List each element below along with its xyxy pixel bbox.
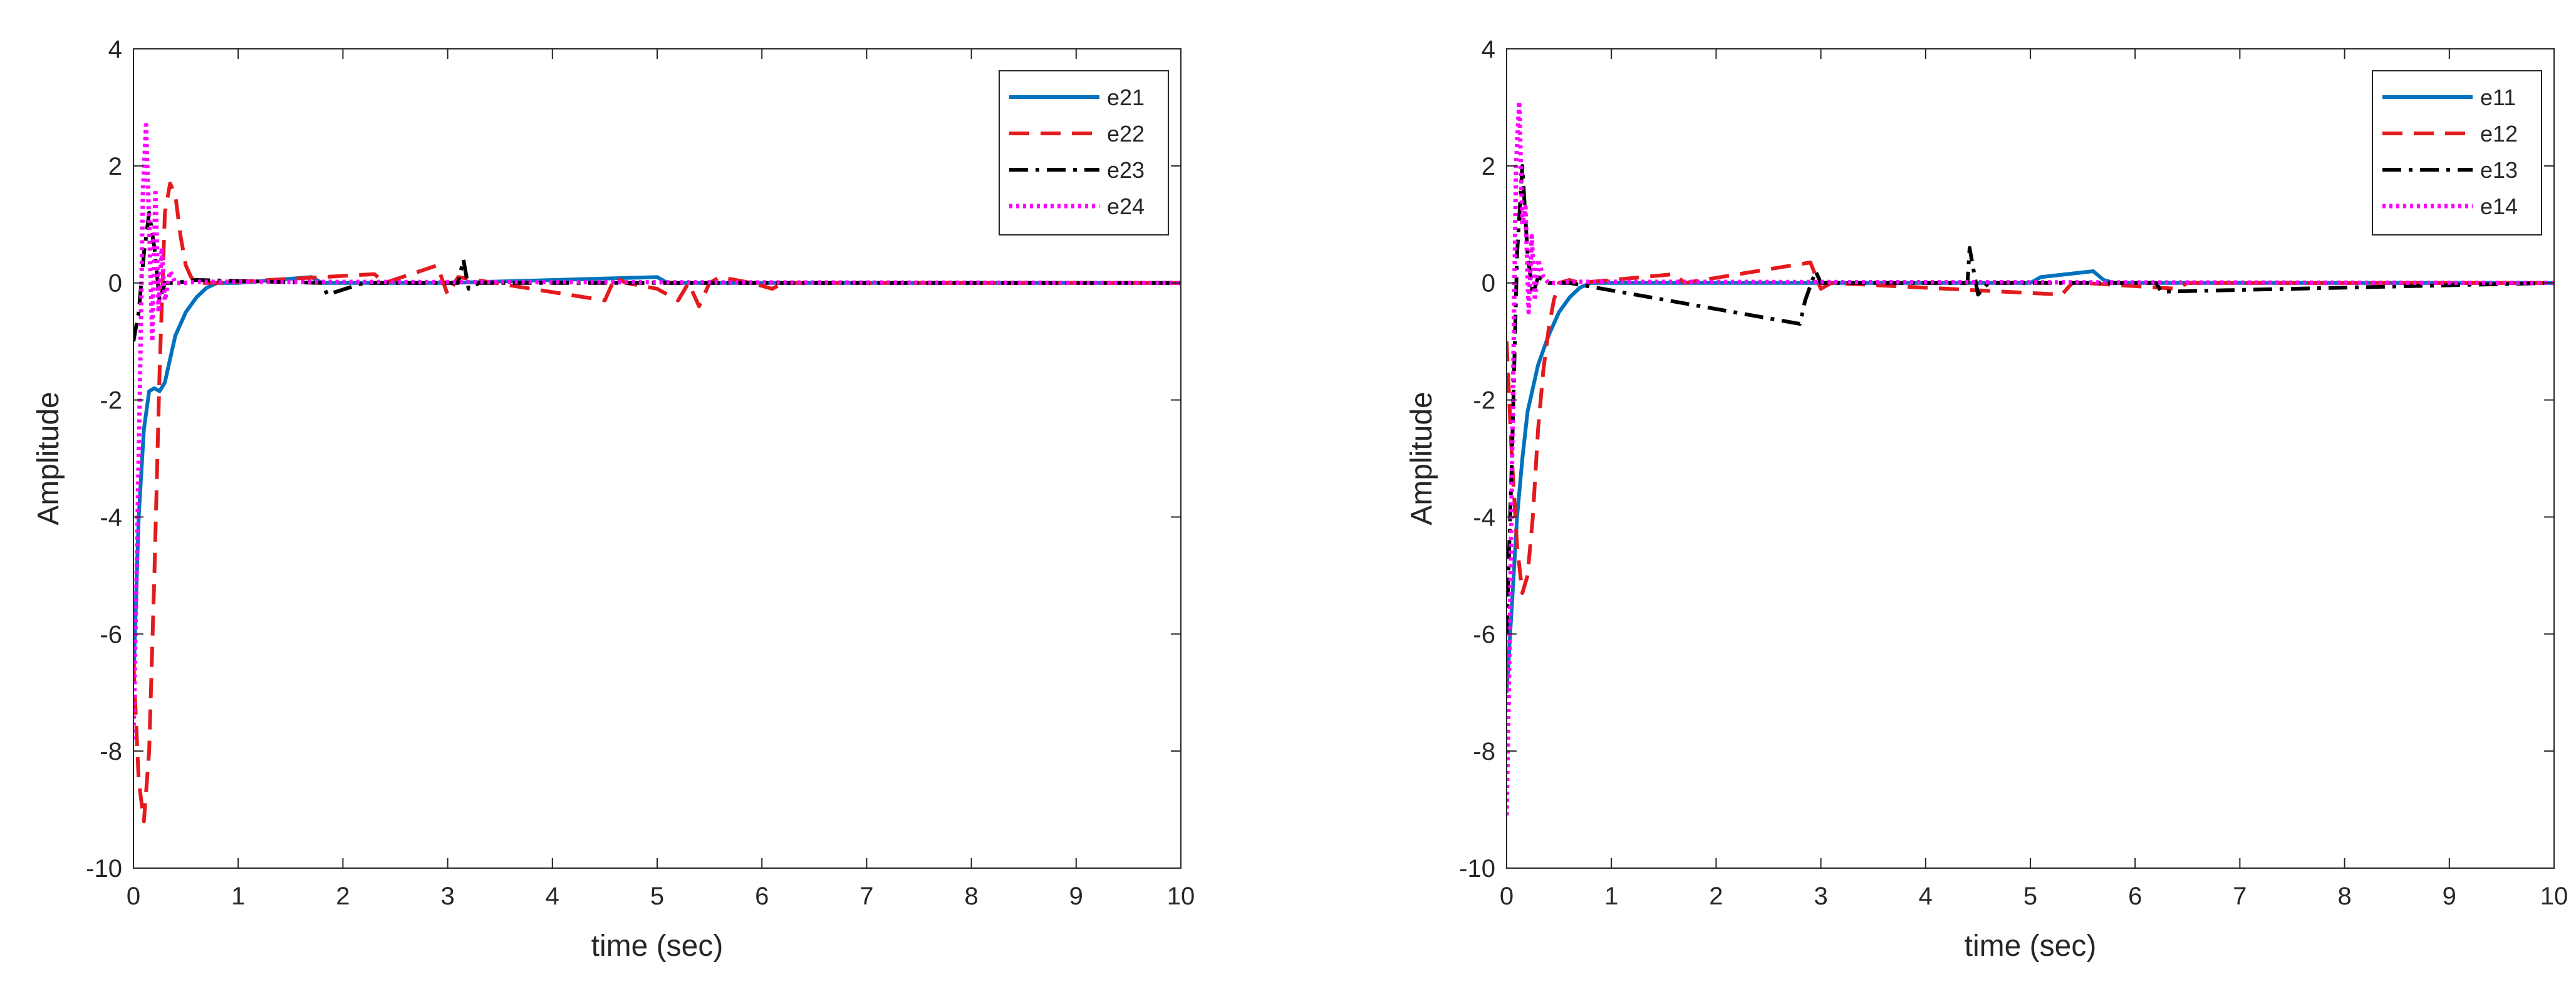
x-axis-label: time (sec) [1965, 929, 2097, 963]
x-axis-label: time (sec) [591, 929, 724, 963]
legend-label-e12: e12 [2480, 121, 2518, 147]
x-tick-label: 8 [2337, 883, 2351, 910]
y-tick-label: 4 [108, 36, 122, 63]
series-line-e12 [1507, 261, 2554, 595]
x-tick-label: 1 [231, 883, 245, 910]
series-line-e22 [133, 181, 1181, 824]
x-tick-label: 1 [1604, 883, 1618, 910]
y-tick-label: -4 [1473, 504, 1495, 531]
chart-panel-2: 0 1 2 3 4 5 6 7 8 9 10 -10 -8 -6 -4 -2 0 2 4 time (sec) Ampl… [1405, 36, 2568, 963]
legend-label-e24: e24 [1107, 194, 1145, 219]
y-axis-label: Amplitude [1405, 391, 1438, 525]
legend: e11 e12 e13 e14 [2372, 70, 2542, 236]
legend-label-e13: e13 [2480, 157, 2518, 183]
y-tick-label: 2 [1482, 153, 1495, 180]
x-tick-label: 5 [2023, 883, 2037, 910]
x-tick-label: 0 [1500, 883, 1514, 910]
x-tick-label: 10 [1167, 883, 1195, 910]
x-tick-label: 3 [1814, 883, 1827, 910]
x-tick-label: 0 [127, 883, 140, 910]
legend: e21 e22 e23 e24 [999, 70, 1169, 236]
y-tick-label: 4 [1482, 36, 1495, 63]
y-tick-label: 0 [1482, 270, 1495, 298]
series-line-e21 [133, 275, 1181, 681]
x-tick-label: 4 [1919, 883, 1933, 910]
x-tick-label: 7 [2233, 883, 2246, 910]
legend-label-e23: e23 [1107, 157, 1145, 183]
y-tick-label: -10 [86, 855, 122, 883]
x-tick-label: 2 [336, 883, 350, 910]
series-line-e13 [1507, 163, 2554, 634]
y-tick-label: 0 [108, 270, 122, 298]
y-tick-label: -8 [100, 738, 122, 765]
y-tick-label: -10 [1459, 855, 1495, 883]
x-tick-label: 8 [964, 883, 978, 910]
legend-label-e21: e21 [1107, 85, 1145, 110]
legend-label-e22: e22 [1107, 121, 1145, 147]
y-tick-label: -4 [100, 504, 122, 531]
y-tick-label: -8 [1473, 738, 1495, 765]
x-tick-label: 9 [1069, 883, 1083, 910]
y-axis-label: Amplitude [32, 391, 65, 525]
x-tick-label: 5 [650, 883, 664, 910]
y-tick-label: -6 [1473, 621, 1495, 648]
x-tick-label: 4 [546, 883, 559, 910]
y-tick-label: -6 [100, 621, 122, 648]
x-tick-label: 6 [755, 883, 769, 910]
x-tick-label: 6 [2128, 883, 2142, 910]
x-tick-label: 2 [1709, 883, 1723, 910]
series-line-e23 [133, 210, 1181, 342]
x-tick-label: 7 [860, 883, 873, 910]
y-tick-label: 2 [108, 153, 122, 180]
y-tick-label: -2 [1473, 387, 1495, 415]
x-tick-label: 9 [2443, 883, 2456, 910]
series-line-e11 [1507, 269, 2554, 693]
series-line-e24 [133, 123, 1181, 740]
y-tick-label: -2 [100, 387, 122, 415]
legend-label-e11: e11 [2480, 85, 2516, 110]
x-tick-label: 10 [2540, 883, 2568, 910]
legend-label-e14: e14 [2480, 194, 2518, 219]
chart-panel-1: 0 1 2 3 4 5 6 7 8 9 10 -10 -8 -6 -4 -2 0 2 4 time (sec) Ampl… [32, 36, 1195, 963]
x-tick-label: 3 [440, 883, 454, 910]
series-group [133, 123, 1181, 824]
